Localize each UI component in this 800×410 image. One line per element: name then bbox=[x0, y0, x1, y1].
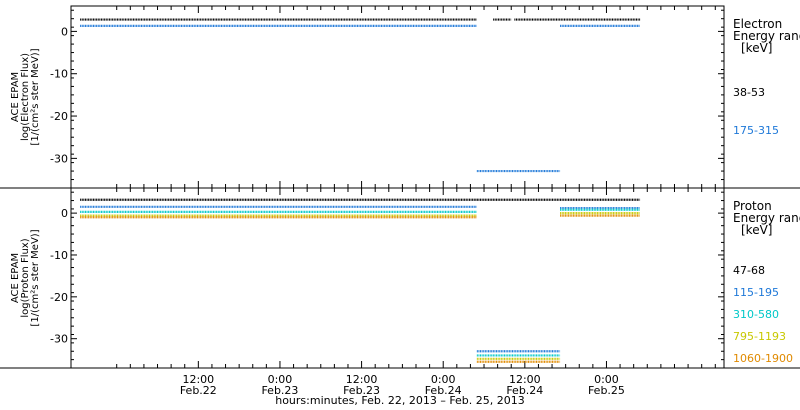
y-axis-title-line: [1/(cm²s ster MeV)] bbox=[30, 229, 41, 326]
x-tick-date-label: Feb.23 bbox=[343, 384, 380, 397]
y-tick-label: 0 bbox=[61, 25, 68, 38]
legend-header-line: Electron bbox=[733, 17, 782, 31]
x-tick-time-label: 0:00 bbox=[268, 373, 293, 386]
legend-item-115-195: 115-195 bbox=[733, 286, 779, 299]
legend-item-1060-1900: 1060-1900 bbox=[733, 352, 793, 365]
y-axis-title-line: ACE EPAM bbox=[10, 253, 21, 303]
x-tick-date-label: Feb.22 bbox=[180, 384, 217, 397]
legend-header-line: [keV] bbox=[741, 223, 772, 237]
legend-header-line: Energy range bbox=[733, 29, 800, 43]
y-tick-label: -10 bbox=[50, 68, 68, 81]
legend-item-38-53: 38-53 bbox=[733, 86, 765, 99]
series-1060-1900 bbox=[80, 214, 641, 363]
x-tick-date-label: Feb.24 bbox=[506, 384, 543, 397]
legend-item-310-580: 310-580 bbox=[733, 308, 779, 321]
panel-proton: 0 -10 -20 -30 ACE EPAM log(Proton Flux) [1/(cm… bbox=[0, 187, 800, 369]
y-axis-title-line: log(Electron Flux) bbox=[20, 53, 31, 141]
x-tick-time-label: 12:00 bbox=[509, 373, 541, 386]
legend-item-795-1193: 795-1193 bbox=[733, 330, 786, 343]
y-tick-label: -20 bbox=[50, 291, 68, 304]
x-tick-date-label: Feb.23 bbox=[261, 384, 298, 397]
y-tick-label: -30 bbox=[50, 333, 68, 346]
plot-frame bbox=[70, 5, 725, 189]
y-tick-label: -30 bbox=[50, 152, 68, 165]
series-795-1193 bbox=[80, 212, 641, 360]
series-175-315 bbox=[80, 24, 641, 173]
legend-item-175-315: 175-315 bbox=[733, 124, 779, 137]
y-tick-label: -10 bbox=[50, 249, 68, 262]
x-tick-time-label: 12:00 bbox=[182, 373, 214, 386]
x-tick-time-label: 0:00 bbox=[431, 373, 456, 386]
y-tick-label: -20 bbox=[50, 110, 68, 123]
x-axis-title: hours:minutes, Feb. 22, 2013 – Feb. 25, … bbox=[275, 394, 525, 407]
x-tick-time-label: 12:00 bbox=[346, 373, 378, 386]
y-axis-title-line: ACE EPAM bbox=[10, 72, 21, 122]
legend-header-line: [keV] bbox=[741, 41, 772, 55]
y-axis-title-line: log(Proton Flux) bbox=[20, 238, 31, 317]
series-115-195 bbox=[80, 205, 641, 353]
x-tick-time-label: 0:00 bbox=[594, 373, 619, 386]
legend-item-47-68: 47-68 bbox=[733, 264, 765, 277]
series-310-580 bbox=[80, 208, 641, 357]
x-tick-date-label: Feb.25 bbox=[588, 384, 625, 397]
legend-header-line: Proton bbox=[733, 199, 772, 213]
x-tick-date-label: Feb.24 bbox=[425, 384, 462, 397]
legend-header-line: Energy range bbox=[733, 211, 800, 225]
y-tick-label: 0 bbox=[61, 207, 68, 220]
panel-electron: 0 -10 -20 -30 ACE EPAM log(Electron Flux) [1/(… bbox=[0, 5, 800, 189]
y-axis-title-line: [1/(cm²s ster MeV)] bbox=[30, 48, 41, 145]
